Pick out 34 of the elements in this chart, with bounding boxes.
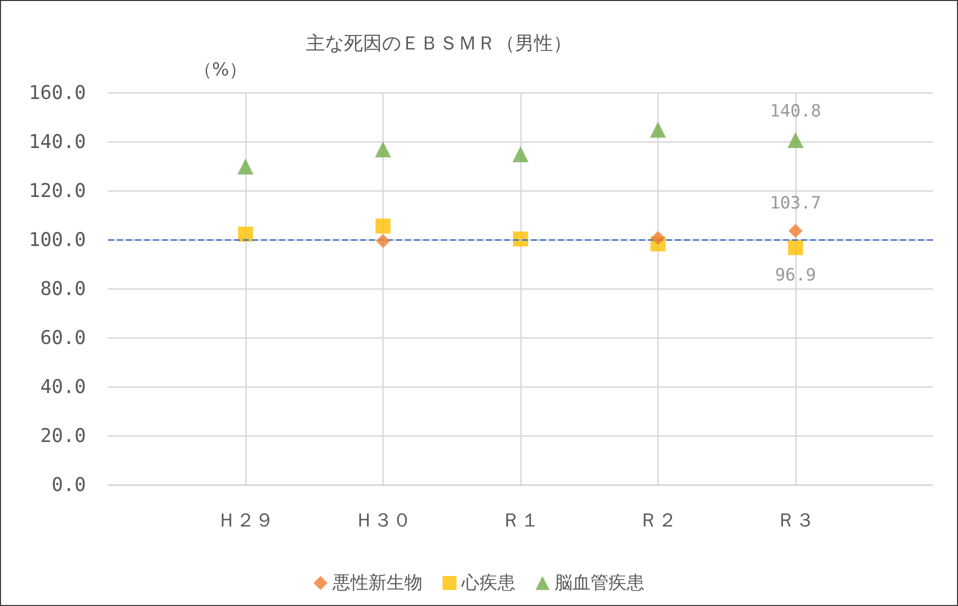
y-axis-title: （%） (194, 60, 248, 80)
legend-label: 脳血管疾患 (554, 572, 644, 594)
point (376, 218, 390, 234)
point (788, 132, 804, 148)
point (375, 141, 391, 158)
x-tick-label: Ｈ２９ (217, 510, 274, 532)
point (788, 224, 802, 238)
legend-label: 心疾患 (460, 572, 516, 594)
point (238, 158, 254, 174)
point (788, 240, 803, 256)
y-tick-label: 0.0 (52, 474, 86, 496)
x-tick-label: Ｈ３０ (354, 510, 412, 532)
data-label: 103.7 (770, 193, 822, 214)
x-tick-label: Ｒ３ (776, 510, 814, 532)
y-tick-label: 100.0 (28, 229, 86, 251)
point (650, 122, 666, 138)
point (512, 146, 528, 162)
point (651, 231, 665, 246)
point (376, 234, 390, 248)
y-tick-label: 20.0 (40, 425, 86, 447)
data-label: 96.9 (775, 266, 816, 286)
y-tick-label: 160.0 (28, 82, 86, 104)
y-tick-label: 80.0 (40, 278, 86, 300)
legend-label: 悪性新生物 (332, 572, 422, 594)
x-tick-label: Ｒ２ (639, 510, 677, 532)
point (513, 232, 528, 247)
y-tick-label: 140.0 (28, 131, 86, 153)
y-tick-label: 40.0 (40, 376, 86, 398)
y-tick-label: 60.0 (40, 327, 86, 349)
x-tick-label: Ｒ１ (502, 510, 540, 532)
data-label: 140.8 (770, 102, 822, 122)
y-tick-label: 120.0 (28, 180, 86, 202)
chart-title: 主な死因のＥＢＳＭＲ（男性） (306, 32, 572, 54)
point (238, 226, 253, 242)
